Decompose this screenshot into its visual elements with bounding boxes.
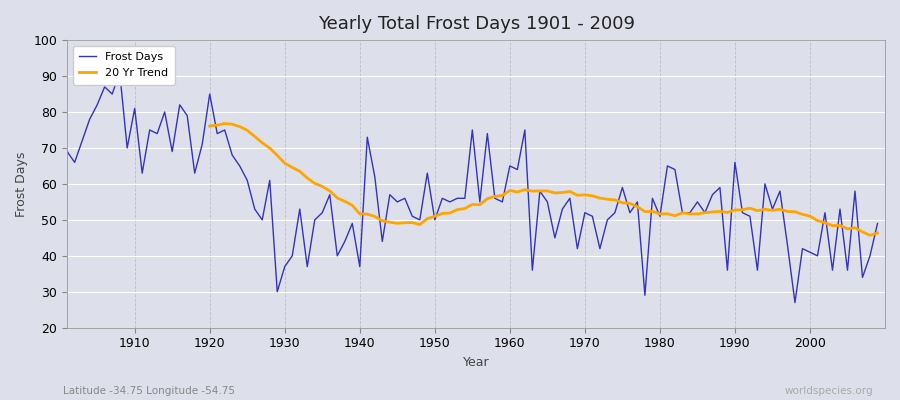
Text: worldspecies.org: worldspecies.org bbox=[785, 386, 873, 396]
20 Yr Trend bbox=[677, 210, 688, 215]
Line: 20 Yr Trend: 20 Yr Trend bbox=[210, 124, 878, 235]
Frost Days bbox=[602, 218, 613, 222]
Y-axis label: Frost Days: Frost Days bbox=[15, 151, 28, 217]
20 Yr Trend bbox=[865, 233, 876, 238]
20 Yr Trend bbox=[767, 208, 778, 213]
Frost Days bbox=[504, 164, 515, 168]
Frost Days bbox=[789, 300, 800, 305]
Frost Days bbox=[114, 70, 125, 75]
Legend: Frost Days, 20 Yr Trend: Frost Days, 20 Yr Trend bbox=[73, 46, 175, 84]
20 Yr Trend bbox=[414, 222, 425, 227]
Line: Frost Days: Frost Days bbox=[68, 72, 878, 302]
Title: Yearly Total Frost Days 1901 - 2009: Yearly Total Frost Days 1901 - 2009 bbox=[318, 15, 634, 33]
20 Yr Trend bbox=[782, 209, 793, 214]
Text: Latitude -34.75 Longitude -54.75: Latitude -34.75 Longitude -54.75 bbox=[63, 386, 235, 396]
20 Yr Trend bbox=[850, 225, 860, 230]
Frost Days bbox=[872, 221, 883, 226]
Frost Days bbox=[339, 239, 350, 244]
Frost Days bbox=[512, 167, 523, 172]
20 Yr Trend bbox=[204, 124, 215, 128]
Frost Days bbox=[62, 149, 73, 154]
20 Yr Trend bbox=[872, 230, 883, 235]
20 Yr Trend bbox=[302, 176, 312, 180]
Frost Days bbox=[294, 207, 305, 212]
Frost Days bbox=[130, 106, 140, 111]
20 Yr Trend bbox=[220, 121, 230, 126]
X-axis label: Year: Year bbox=[463, 356, 490, 369]
